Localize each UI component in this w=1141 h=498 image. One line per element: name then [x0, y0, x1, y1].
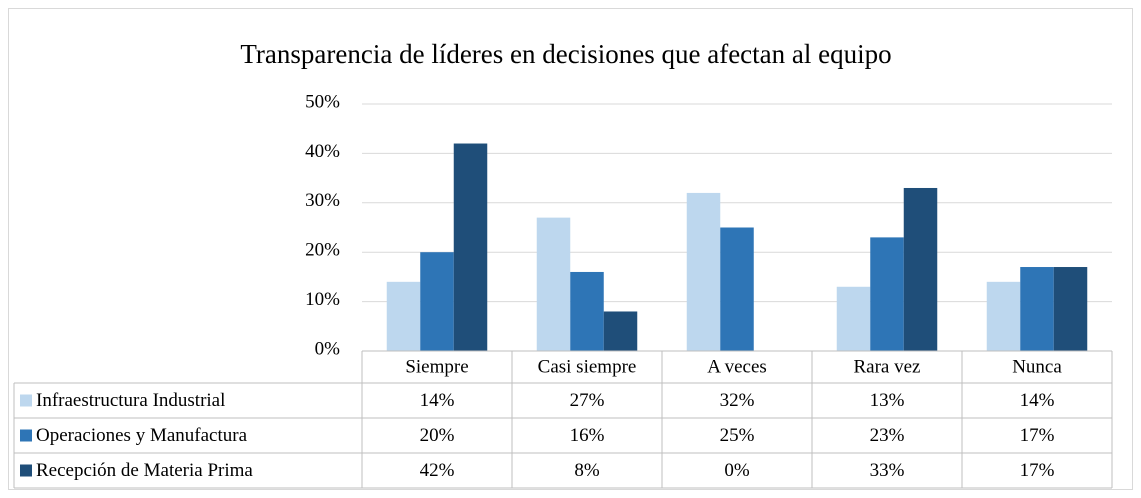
bar	[570, 271, 604, 351]
table-value: 13%	[870, 390, 905, 411]
x-tick-label: Casi siempre	[538, 356, 637, 377]
bar	[1053, 267, 1088, 351]
table-value: 17%	[1020, 425, 1055, 446]
x-tick-label: A veces	[707, 356, 767, 377]
table-value: 16%	[570, 425, 605, 446]
table-value: 8%	[574, 460, 600, 481]
table-value: 17%	[1020, 460, 1055, 481]
bar	[386, 281, 421, 351]
table-value: 23%	[870, 425, 905, 446]
legend-key	[20, 394, 32, 407]
legend-label: Infraestructura Industrial	[36, 390, 225, 411]
bar	[986, 281, 1021, 351]
table-value: 27%	[570, 390, 605, 411]
x-tick-label: Rara vez	[854, 356, 921, 377]
legend-label: Operaciones y Manufactura	[36, 425, 248, 446]
bar	[903, 187, 938, 351]
y-tick-label: 40%	[305, 141, 340, 162]
bar	[603, 311, 638, 351]
bar	[536, 217, 571, 351]
y-tick-label: 20%	[305, 240, 340, 261]
chart-title: Transparencia de líderes en decisiones q…	[240, 39, 891, 69]
table-value: 32%	[720, 390, 755, 411]
legend-key	[20, 429, 32, 442]
legend-label: Recepción de Materia Prima	[36, 460, 253, 481]
table-value: 20%	[420, 425, 455, 446]
table-value: 33%	[870, 460, 905, 481]
x-tick-label: Nunca	[1012, 356, 1062, 377]
bar	[453, 143, 488, 351]
chart-border	[8, 8, 1133, 490]
bar	[720, 227, 754, 351]
y-tick-label: 50%	[305, 91, 340, 112]
bar	[686, 192, 721, 351]
table-value: 42%	[420, 460, 455, 481]
y-tick-label: 0%	[315, 338, 341, 359]
table-value: 0%	[724, 460, 750, 481]
table-value: 14%	[1020, 390, 1055, 411]
table-value: 25%	[720, 425, 755, 446]
bar	[836, 286, 871, 351]
legend-key	[20, 464, 32, 477]
y-tick-label: 10%	[305, 289, 340, 310]
x-tick-label: Siempre	[405, 356, 468, 377]
bar	[420, 252, 454, 351]
bar	[1020, 267, 1054, 351]
bar	[870, 237, 904, 351]
table-value: 14%	[420, 390, 455, 411]
y-tick-label: 30%	[305, 190, 340, 211]
